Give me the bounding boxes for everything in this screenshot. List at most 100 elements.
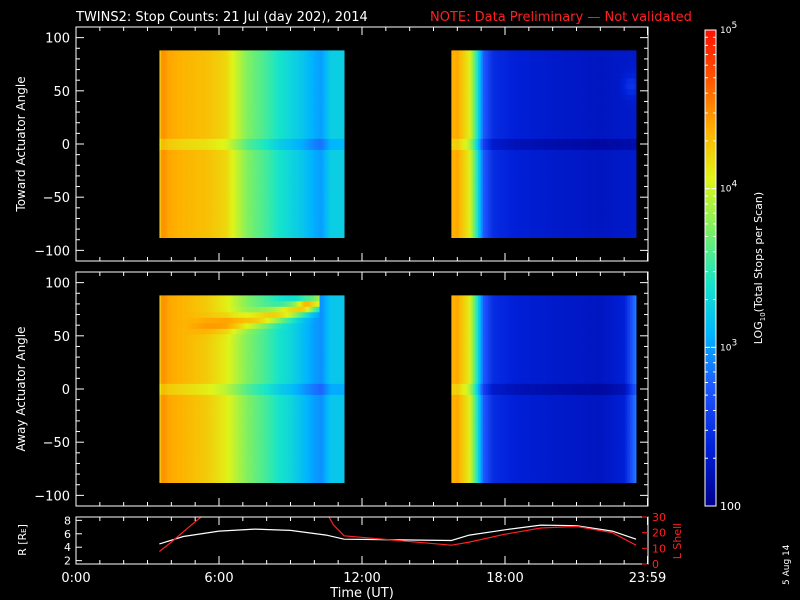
toward-heatmap-cell <box>309 110 312 117</box>
toward-heatmap-cell <box>468 138 471 145</box>
toward-heatmap-cell <box>341 50 344 57</box>
toward-heatmap-cell <box>309 55 312 62</box>
toward-heatmap-cell <box>314 83 317 90</box>
toward-heatmap-cell <box>269 232 272 238</box>
toward-heatmap-cell <box>202 144 205 150</box>
toward-heatmap-cell <box>232 72 235 79</box>
toward-heatmap-cell <box>189 105 192 112</box>
toward-heatmap-cell <box>317 144 320 150</box>
toward-heatmap-cell <box>281 72 284 79</box>
toward-heatmap-cell <box>296 177 299 183</box>
toward-heatmap-cell <box>269 182 272 189</box>
toward-heatmap-cell <box>219 166 222 172</box>
toward-heatmap-cell <box>319 88 322 95</box>
toward-heatmap-cell <box>269 66 272 73</box>
toward-heatmap-cell <box>271 121 274 128</box>
toward-heatmap-cell <box>459 210 462 216</box>
toward-heatmap-cell <box>458 160 461 167</box>
toward-heatmap-cell <box>241 88 244 95</box>
toward-heatmap-cell <box>307 121 310 128</box>
toward-heatmap-cell <box>231 116 234 123</box>
toward-heatmap-cell <box>256 116 259 123</box>
toward-heatmap-cell <box>342 66 345 73</box>
toward-heatmap-cell <box>219 94 222 101</box>
toward-heatmap-cell <box>337 50 340 57</box>
toward-heatmap-cell <box>284 88 287 95</box>
toward-heatmap-cell <box>272 121 275 128</box>
toward-heatmap-cell <box>234 171 237 178</box>
toward-heatmap-cell <box>234 66 237 73</box>
toward-heatmap-cell <box>267 116 270 123</box>
toward-heatmap-cell <box>327 121 330 128</box>
toward-heatmap-cell <box>326 232 329 238</box>
toward-heatmap-cell <box>206 105 209 112</box>
toward-heatmap-cell <box>234 166 237 172</box>
toward-heatmap-cell <box>277 232 280 238</box>
toward-heatmap-cell <box>454 110 457 117</box>
toward-heatmap-cell <box>456 72 459 79</box>
toward-heatmap-cell <box>224 127 227 134</box>
toward-heatmap-cell <box>289 182 292 189</box>
toward-heatmap-cell <box>164 88 167 95</box>
toward-heatmap-cell <box>312 132 315 139</box>
toward-heatmap-cell <box>339 199 342 205</box>
toward-heatmap-cell <box>247 204 250 211</box>
toward-heatmap-cell <box>321 138 324 145</box>
toward-heatmap-cell <box>226 121 229 128</box>
toward-heatmap-cell <box>189 132 192 139</box>
toward-heatmap-cell <box>307 215 310 222</box>
toward-heatmap-cell <box>459 66 462 73</box>
toward-heatmap-cell <box>262 182 265 189</box>
toward-heatmap-cell <box>217 193 220 200</box>
toward-heatmap-cell <box>252 188 255 194</box>
toward-heatmap-cell <box>179 226 182 233</box>
toward-heatmap-cell <box>329 72 332 79</box>
toward-heatmap-cell <box>322 88 325 95</box>
toward-heatmap-cell <box>206 138 209 145</box>
toward-heatmap-cell <box>261 144 264 150</box>
toward-heatmap-cell <box>186 232 189 238</box>
toward-heatmap-cell <box>306 149 309 156</box>
toward-heatmap-cell <box>272 188 275 194</box>
toward-heatmap-cell <box>219 105 222 112</box>
toward-heatmap-cell <box>166 94 169 101</box>
toward-heatmap-cell <box>466 215 469 222</box>
toward-heatmap-cell <box>202 121 205 128</box>
toward-heatmap-cell <box>256 105 259 112</box>
toward-heatmap-cell <box>317 226 320 233</box>
toward-heatmap-cell <box>202 166 205 172</box>
toward-heatmap-cell <box>206 127 209 134</box>
toward-heatmap-cell <box>341 61 344 68</box>
toward-heatmap-cell <box>289 66 292 73</box>
toward-heatmap-cell <box>236 105 239 112</box>
toward-heatmap-cell <box>232 138 235 145</box>
toward-heatmap-cell <box>331 177 334 183</box>
toward-heatmap-cell <box>311 83 314 90</box>
toward-heatmap-cell <box>164 232 167 238</box>
toward-heatmap-cell <box>301 105 304 112</box>
toward-heatmap-cell <box>164 105 167 112</box>
toward-heatmap-cell <box>239 144 242 150</box>
toward-heatmap-cell <box>159 215 162 222</box>
toward-heatmap-cell <box>247 215 250 222</box>
toward-heatmap-cell <box>266 66 269 73</box>
toward-heatmap-cell <box>453 204 456 211</box>
toward-heatmap-cell <box>311 144 314 150</box>
toward-heatmap-cell <box>341 105 344 112</box>
toward-heatmap-cell <box>341 99 344 106</box>
toward-heatmap-cell <box>266 160 269 167</box>
toward-heatmap-cell <box>322 77 325 84</box>
toward-heatmap-cell <box>166 155 169 161</box>
toward-heatmap-cell <box>264 232 267 238</box>
toward-heatmap-cell <box>463 144 466 150</box>
toward-heatmap-cell <box>244 110 247 117</box>
toward-heatmap-cell <box>176 72 179 79</box>
toward-heatmap-cell <box>289 215 292 222</box>
toward-heatmap-cell <box>321 144 324 150</box>
toward-heatmap-cell <box>239 193 242 200</box>
toward-heatmap-cell <box>312 66 315 73</box>
toward-heatmap-cell <box>297 99 300 106</box>
toward-heatmap-cell <box>164 226 167 233</box>
toward-heatmap-cell <box>187 215 190 222</box>
toward-heatmap-cell <box>316 116 319 123</box>
